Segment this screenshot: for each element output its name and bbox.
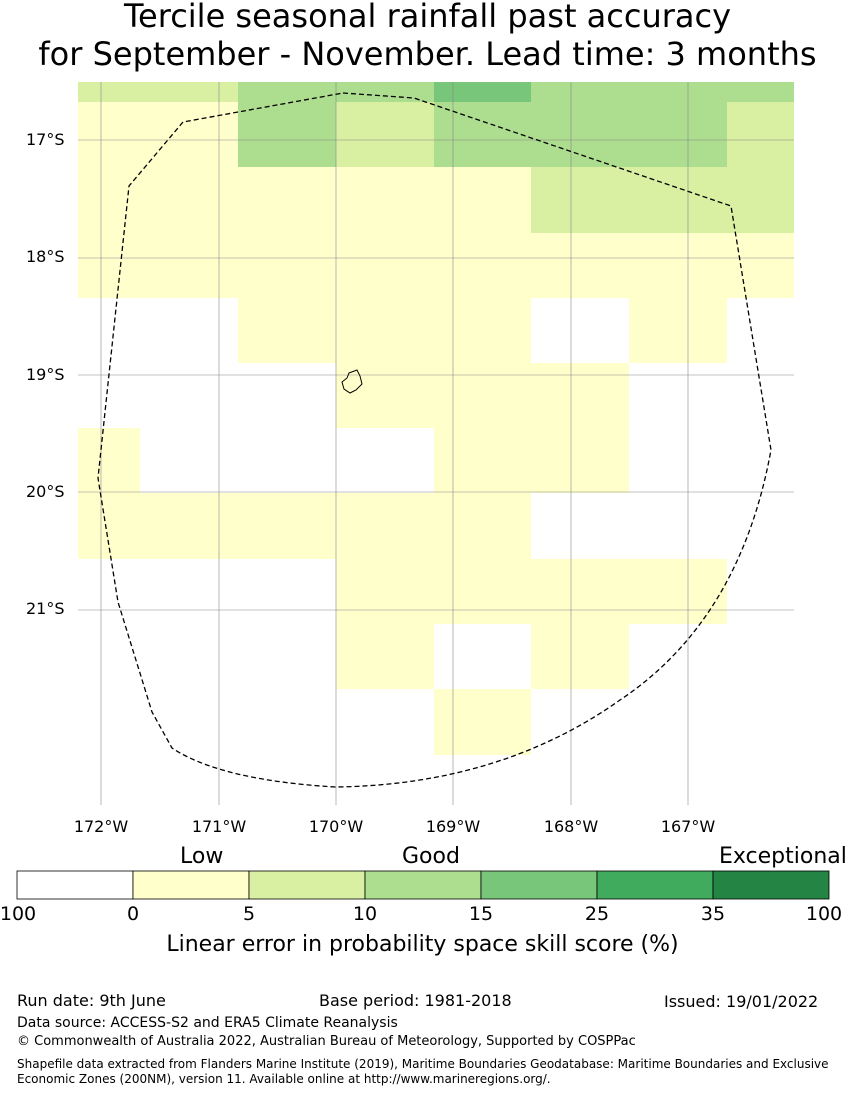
skill-cell: [434, 82, 531, 102]
skill-cells: [78, 82, 794, 755]
run-date: Run date: 9th June: [17, 991, 166, 1010]
cbar-tick: 35: [700, 903, 726, 925]
data-source: Data source: ACCESS-S2 and ERA5 Climate …: [17, 1015, 398, 1031]
band-label-exceptional: Exceptional: [719, 844, 847, 869]
lon-label-167w: 167°W: [660, 817, 716, 836]
cbar-tick: 0: [126, 903, 140, 925]
colorbar-swatch: [596, 870, 714, 900]
skill-cell: [238, 102, 336, 167]
issued-date: Issued: 19/01/2022: [664, 992, 819, 1011]
colorbar-swatch: [248, 870, 366, 900]
skill-cell: [434, 428, 629, 493]
colorbar-swatch: [364, 870, 482, 900]
lat-label-20s: 20°S: [26, 482, 65, 501]
map-title-line-2: for September - November. Lead time: 3 m…: [38, 35, 817, 73]
skill-cell: [531, 82, 794, 102]
skill-cell: [336, 559, 727, 624]
skill-cell: [78, 167, 531, 233]
lat-label-19s: 19°S: [26, 365, 65, 384]
band-label-low: Low: [180, 844, 224, 869]
colorbar-swatch: [480, 870, 598, 900]
skill-cell: [78, 493, 531, 559]
shapefile-note: Shapefile data extracted from Flanders M…: [17, 1057, 829, 1086]
lon-label-170w: 170°W: [308, 817, 364, 836]
colorbar-swatch: [132, 870, 250, 900]
cbar-tick: 25: [584, 903, 610, 925]
colorbar-label: Linear error in probability space skill …: [166, 932, 679, 957]
copyright: © Commonwealth of Australia 2022, Austra…: [17, 1034, 636, 1049]
skill-cell: [434, 102, 727, 167]
map-title-line-1: Tercile seasonal rainfall past accuracy: [123, 0, 732, 35]
cbar-tick: 100: [0, 903, 37, 925]
skill-cell: [727, 102, 794, 167]
cbar-tick: 15: [468, 903, 494, 925]
graticule: [78, 82, 794, 805]
skill-cell: [78, 102, 238, 167]
colorbar-swatch: [16, 870, 134, 900]
band-label-good: Good: [402, 844, 460, 869]
skill-cell: [629, 298, 727, 363]
skill-cell: [434, 689, 531, 755]
skill-cell: [336, 363, 629, 428]
colorbar-swatch: [712, 870, 830, 900]
lon-label-172w: 172°W: [73, 817, 129, 836]
skill-cell: [78, 82, 238, 102]
colorbar: [16, 870, 830, 900]
cbar-tick: 5: [242, 903, 256, 925]
base-period: Base period: 1981-2018: [319, 991, 512, 1010]
skill-cell: [531, 624, 629, 689]
lon-label-169w: 169°W: [425, 817, 481, 836]
skill-cell: [336, 624, 434, 689]
skill-cell: [531, 167, 794, 233]
eez-boundary: [97, 92, 772, 788]
skill-cell: [78, 233, 794, 298]
lon-label-168w: 168°W: [543, 817, 599, 836]
skill-cell: [336, 102, 434, 167]
island-outline: [341, 369, 363, 394]
lat-label-21s: 21°S: [26, 599, 65, 618]
skill-cell: [238, 298, 531, 363]
lon-label-171w: 171°W: [191, 817, 247, 836]
skill-cell: [78, 428, 140, 493]
cbar-tick: 10: [352, 903, 378, 925]
lat-label-17s: 17°S: [26, 130, 65, 149]
cbar-tick: 100: [805, 903, 843, 925]
lat-label-18s: 18°S: [26, 247, 65, 266]
